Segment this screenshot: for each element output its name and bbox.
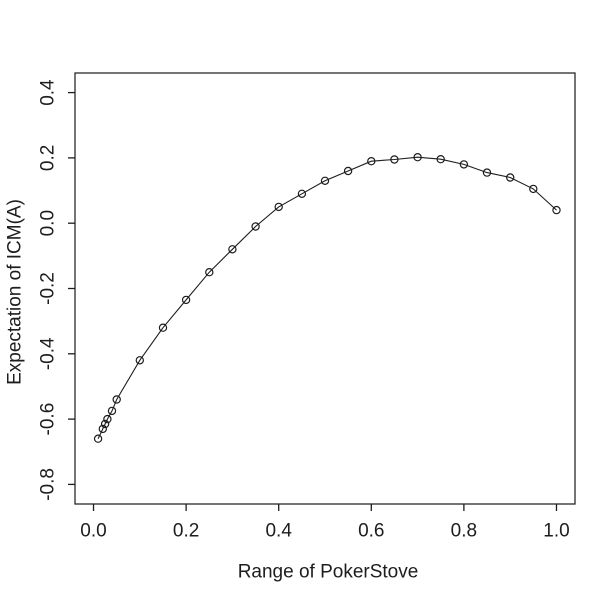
data-point	[100, 419, 110, 429]
y-tick-label: -0.2	[38, 272, 59, 305]
x-tick-label: 0.6	[358, 521, 384, 542]
data-point	[529, 184, 538, 194]
data-point	[181, 295, 191, 305]
x-axis: 0.0 0.2 0.4 0.6 0.8 1.0	[80, 504, 570, 542]
series-line-and-points	[93, 152, 561, 443]
data-point	[205, 268, 214, 277]
data-point	[103, 414, 112, 424]
data-point	[158, 323, 168, 332]
x-axis-title: Range of PokerStove	[238, 562, 419, 583]
data-point	[552, 205, 561, 215]
plot-area-border	[74, 72, 576, 505]
data-point	[297, 189, 307, 198]
data-point	[112, 395, 121, 404]
y-tick-label: 0.0	[38, 210, 59, 236]
data-point	[274, 202, 283, 212]
data-point	[459, 160, 469, 169]
data-point	[320, 176, 330, 185]
x-tick-label: 0.0	[80, 521, 106, 542]
y-tick-label: -0.4	[38, 337, 59, 370]
y-axis: 0.4 0.2 0.0 -0.2 -0.4 -0.6 -0.8	[38, 79, 75, 501]
data-point	[413, 152, 422, 162]
x-tick-label: 0.8	[451, 521, 477, 542]
y-tick-label: 0.4	[38, 79, 59, 106]
x-tick-label: 0.2	[173, 521, 199, 542]
data-point	[436, 154, 445, 164]
x-tick-label: 0.4	[265, 521, 292, 542]
x-tick-label: 1.0	[543, 521, 569, 542]
data-point	[390, 155, 399, 164]
data-point	[135, 356, 144, 365]
data-point	[343, 166, 353, 176]
data-point	[93, 434, 103, 443]
data-point	[482, 168, 492, 177]
data-point	[367, 156, 376, 166]
data-point	[98, 424, 108, 434]
data-point	[228, 245, 237, 254]
y-tick-label: -0.6	[38, 403, 59, 436]
y-axis-title: Expectation of ICM(A)	[5, 199, 26, 385]
series-line	[97, 156, 557, 439]
data-point	[107, 406, 117, 416]
y-tick-label: 0.2	[38, 145, 59, 171]
y-tick-label: -0.8	[38, 468, 59, 501]
data-point	[506, 173, 515, 182]
data-point	[251, 222, 260, 231]
